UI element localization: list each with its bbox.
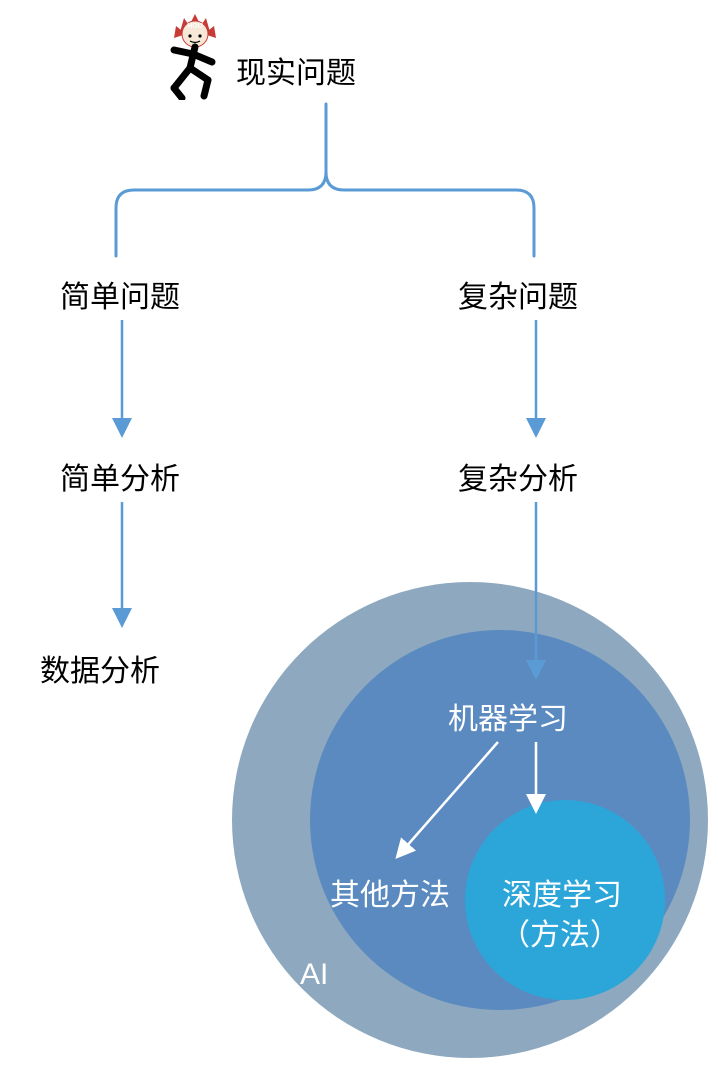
node-deep-learning-line1: 深度学习 — [502, 870, 622, 914]
node-deep-learning-line2: （方法） — [500, 910, 620, 954]
node-other-methods: 其他方法 — [330, 870, 450, 914]
runner-icon: HOU — [160, 10, 230, 100]
node-complex-question: 复杂问题 — [458, 272, 578, 316]
brace-connector — [116, 104, 534, 256]
node-complex-analysis: 复杂分析 — [458, 454, 578, 498]
node-machine-learning: 机器学习 — [448, 694, 568, 738]
runner-head-label: HOU — [187, 23, 203, 30]
node-root: 现实问题 — [236, 48, 356, 92]
node-data-analysis: 数据分析 — [40, 646, 160, 690]
node-ai-label: AI — [300, 958, 328, 992]
diagram-canvas: HOU 现实问题 简单问题 复杂问题 简单分析 复杂分析 数据分析 机器学习 其… — [0, 0, 718, 1069]
node-simple-analysis: 简单分析 — [60, 454, 180, 498]
node-simple-question: 简单问题 — [60, 272, 180, 316]
arrow-ml-other — [398, 742, 498, 856]
